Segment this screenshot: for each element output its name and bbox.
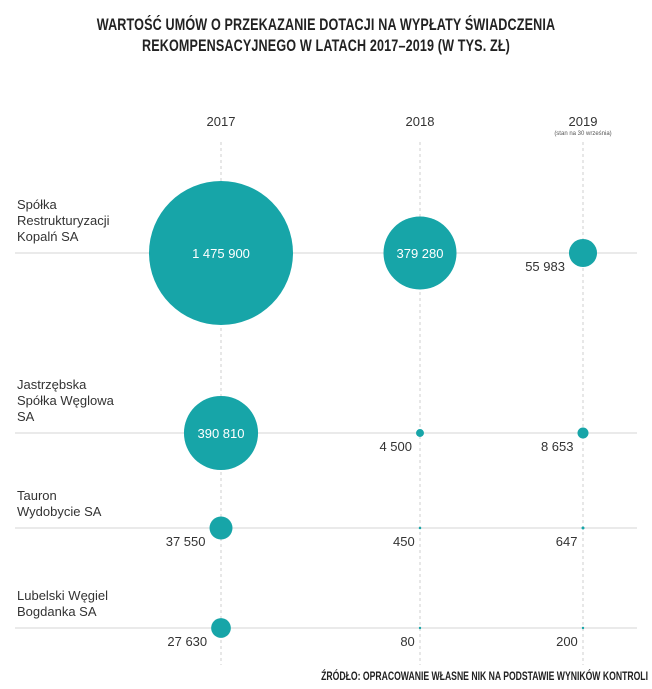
value-label: 379 280 [397,246,444,261]
value-label: 4 500 [379,439,412,454]
value-label: 1 475 900 [192,246,250,261]
bubble [209,516,233,540]
bubble [416,429,424,437]
value-label: 37 550 [166,534,206,549]
row-label: Jastrzębska Spółka Węglowa SA [17,377,114,424]
bubble [418,526,422,530]
x-category-label: 2019 [569,114,598,129]
bubble [581,526,585,530]
value-label: 27 630 [167,634,207,649]
value-label: 8 653 [541,439,574,454]
source: ŹRÓDŁO: OPRACOWANIE WŁASNE NIK NA PODSTA… [321,669,648,683]
bubble [581,626,585,630]
value-label: 80 [400,634,414,649]
value-label: 450 [393,534,415,549]
value-label: 647 [556,534,578,549]
annotation: (stan na 30 września) [554,131,611,137]
bubble [149,181,293,325]
row-label: Tauron Wydobycie SA [17,488,102,519]
bubble [183,395,259,471]
bubble [577,427,589,439]
value-label: 55 983 [525,259,565,274]
x-category-label: 2017 [207,114,236,129]
bubble [418,626,422,630]
bubble [383,216,457,290]
bubble [211,618,231,638]
bubble [568,238,598,268]
row-label: Spółka Restrukturyzacji Kopalń SA [17,197,110,244]
x-category-label: 2018 [406,114,435,129]
value-label: 200 [556,634,578,649]
chart-title: WARTOŚĆ UMÓW O PRZEKAZANIE DOTACJI NA WY… [96,15,556,55]
value-label: 390 810 [198,426,245,441]
row-label: Lubelski Węgiel Bogdanka SA [17,588,109,619]
